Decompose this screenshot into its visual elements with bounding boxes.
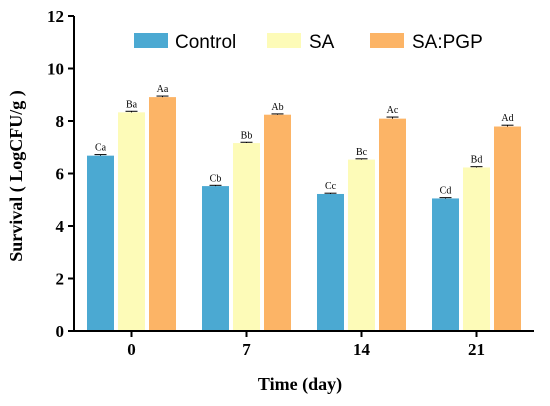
x-tick-label: 7 [242,340,251,359]
significance-label: Bb [241,130,253,141]
bar-sa-pgp-day-21 [494,126,521,331]
significance-label: Ab [271,102,283,113]
legend-label-sa-pgp: SA:PGP [412,32,483,53]
significance-label: Aa [157,84,169,95]
legend-swatch-sa [267,33,301,48]
x-axis-title: Time (day) [258,374,342,395]
x-tick-label: 21 [468,340,485,359]
x-tick-label: 14 [353,340,371,359]
bars: Ca Ba Aa Cb Bb Ab Cc Bc Ac Cd Bd Ad [87,84,521,332]
bar-sa-pgp-day-7 [264,114,291,331]
bar-sa-day-7 [233,143,260,331]
axes: 0 2 4 6 8 10 12 0 7 14 21 [47,7,534,359]
y-tick-label: 2 [56,270,65,289]
bar-control-day-7 [202,186,229,331]
bar-control-day-14 [317,193,344,331]
bar-control-day-0 [87,155,114,331]
y-tick-label: 0 [56,322,65,341]
legend: Control SA SA:PGP [134,32,483,53]
legend-swatch-control [134,33,168,48]
y-tick-label: 12 [47,7,64,26]
y-tick-label: 10 [47,60,64,79]
significance-label: Bd [471,155,483,166]
significance-label: Cc [325,181,337,192]
bar-sa-pgp-day-14 [379,118,406,331]
y-axis-title: Survival ( LogCFU/g ) [6,90,27,262]
bar-sa-day-14 [348,159,375,331]
significance-label: Ac [387,105,399,116]
y-tick-label: 8 [56,112,65,131]
significance-label: Ba [126,99,138,110]
significance-label: Cd [440,186,452,197]
legend-label-control: Control [175,32,236,53]
legend-label-sa: SA [309,32,335,53]
significance-label: Ca [95,143,107,154]
bar-sa-day-21 [463,167,490,331]
x-tick-label: 0 [127,340,136,359]
bar-sa-day-0 [118,112,145,332]
significance-label: Cb [210,173,222,184]
y-tick-label: 4 [56,217,65,236]
bar-control-day-21 [432,198,459,331]
significance-label: Bc [356,147,368,158]
y-tick-label: 6 [56,165,65,184]
significance-label: Ad [501,113,513,124]
bar-sa-pgp-day-0 [149,97,176,331]
legend-swatch-sa-pgp [370,33,404,48]
